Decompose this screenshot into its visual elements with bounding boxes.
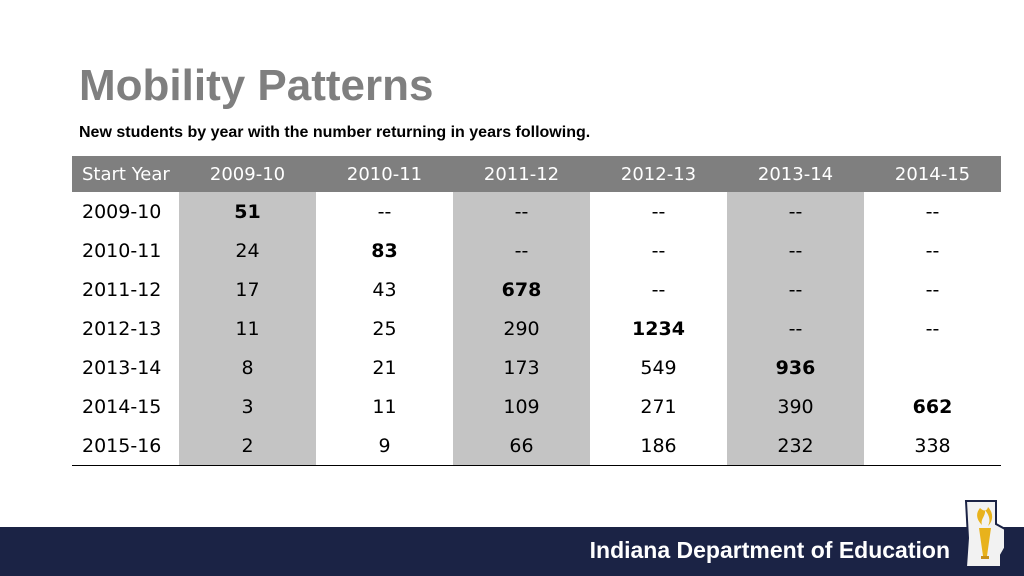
header-cell: 2009-10 [179, 156, 316, 192]
table-cell: 936 [727, 348, 864, 387]
table-cell: -- [651, 200, 666, 223]
table-cell: 390 [727, 387, 864, 426]
table-cell: 232 [727, 426, 864, 466]
table-cell: -- [727, 270, 864, 309]
table-cell: 290 [453, 309, 590, 348]
table-row: 2009-10 51 -- -- -- -- -- [72, 192, 1001, 231]
header-cell-start-year: Start Year [72, 156, 179, 192]
table-cell: 25 [372, 317, 397, 340]
table-cell: 338 [864, 426, 1001, 466]
table-body: 2009-10 51 -- -- -- -- -- 2010-11 24 83 … [72, 192, 1001, 466]
table-cell: -- [651, 278, 666, 301]
table-cell: 83 [371, 239, 398, 262]
table-cell: -- [453, 192, 590, 231]
table-cell: -- [727, 192, 864, 231]
table-cell: -- [925, 239, 940, 262]
table-cell: 3 [179, 387, 316, 426]
table-cell: 2 [179, 426, 316, 466]
table-cell: 271 [640, 395, 677, 418]
header-cell: 2010-11 [316, 156, 453, 192]
page-title: Mobility Patterns [79, 61, 434, 110]
table-cell: 66 [453, 426, 590, 466]
table-cell: 43 [372, 278, 397, 301]
table-cell: 662 [912, 395, 953, 418]
mobility-table: Start Year 2009-10 2010-11 2011-12 2012-… [72, 156, 1001, 466]
table-cell: -- [377, 200, 392, 223]
header-cell: 2011-12 [453, 156, 590, 192]
row-label: 2014-15 [82, 395, 162, 418]
table-cell: -- [727, 231, 864, 270]
row-label: 2009-10 [82, 200, 162, 223]
table-cell: 678 [453, 270, 590, 309]
header-cell: 2014-15 [864, 156, 1001, 192]
row-label: 2015-16 [72, 426, 179, 466]
table-cell: -- [727, 309, 864, 348]
table-cell: -- [925, 317, 940, 340]
table-cell: -- [925, 200, 940, 223]
table-cell: 1234 [632, 317, 685, 340]
table-row: 2010-11 24 83 -- -- -- -- [72, 231, 1001, 270]
table-row: 2012-13 11 25 290 1234 -- -- [72, 309, 1001, 348]
table-cell: -- [453, 231, 590, 270]
table-header: Start Year 2009-10 2010-11 2011-12 2012-… [72, 156, 1001, 192]
org-name: Indiana Department of Education [589, 537, 950, 563]
table-cell: 9 [316, 426, 453, 466]
table-cell: 11 [179, 309, 316, 348]
header-row: Start Year 2009-10 2010-11 2011-12 2012-… [72, 156, 1001, 192]
table-cell: 109 [453, 387, 590, 426]
row-label: 2013-14 [82, 356, 162, 379]
table-cell: 549 [640, 356, 677, 379]
table-cell: 51 [179, 192, 316, 231]
table-cell: 173 [453, 348, 590, 387]
table-row: 2013-14 8 21 173 549 936 [72, 348, 1001, 387]
header-cell: 2012-13 [590, 156, 727, 192]
table-row: 2011-12 17 43 678 -- -- -- [72, 270, 1001, 309]
table-row: 2014-15 3 11 109 271 390 662 [72, 387, 1001, 426]
table-cell: 11 [372, 395, 397, 418]
row-label: 2011-12 [82, 278, 162, 301]
header-cell: 2013-14 [727, 156, 864, 192]
table-cell [864, 348, 1001, 387]
table-cell: 21 [372, 356, 397, 379]
table-cell: 24 [179, 231, 316, 270]
page-subtitle: New students by year with the number ret… [79, 124, 591, 141]
footer-bar: Indiana Department of Education [0, 527, 1024, 576]
indiana-state-torch-icon [964, 500, 1006, 568]
row-label: 2010-11 [82, 239, 162, 262]
table-row: 2015-16 2 9 66 186 232 338 [72, 426, 1001, 466]
table-cell: 8 [179, 348, 316, 387]
row-label: 2012-13 [82, 317, 162, 340]
table-cell: -- [925, 278, 940, 301]
table-cell: 17 [179, 270, 316, 309]
table-cell: -- [651, 239, 666, 262]
table-cell: 186 [590, 426, 727, 466]
